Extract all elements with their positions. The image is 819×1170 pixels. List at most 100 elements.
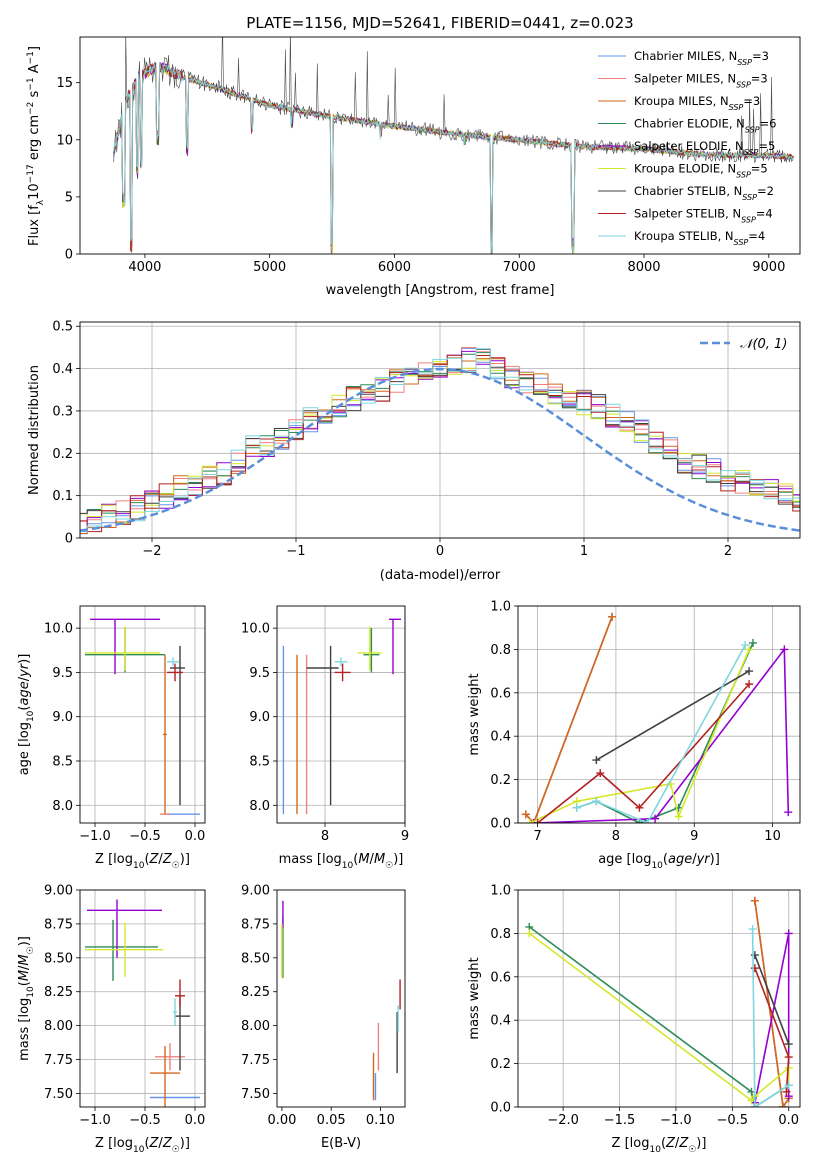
x-tick-label: −2.0 xyxy=(547,1113,579,1128)
weight-line xyxy=(525,616,613,823)
y-tick-label: 0.2 xyxy=(52,447,73,462)
weight-series-salpeter-stelib xyxy=(750,964,793,1096)
x-tick-label: 0.0 xyxy=(185,1113,206,1128)
y-tick-label: 9.0 xyxy=(52,710,73,725)
panel-weight-vs-age: 7 8 9 10 0.0 0.2 0.4 0.6 0.8 1.0 age [log10(age/yr… xyxy=(467,600,801,871)
x-tick-label: 2 xyxy=(724,544,732,559)
x-tick-label: 0.0 xyxy=(185,829,206,844)
y-tick-label: 8.25 xyxy=(241,985,270,1000)
weight-marker xyxy=(782,1087,791,1096)
panel-spectrum: 4000 5000 6000 7000 8000 9000 0 5 10 15 Chabrier M… xyxy=(26,36,801,298)
errorbar-kroupa-elodie xyxy=(85,922,163,977)
y-tick-label: 8.00 xyxy=(44,1019,73,1034)
x-tick-label: −0.5 xyxy=(129,1113,161,1128)
histogram-step-6 xyxy=(80,348,800,520)
x-axis-label: mass [log10(M/M☉)] xyxy=(279,852,404,871)
x-tick-label: −1.0 xyxy=(79,1113,111,1128)
weight-marker xyxy=(745,667,754,676)
y-axis-label: Normed distribution xyxy=(27,365,42,495)
y-tick-label: 7.75 xyxy=(44,1053,73,1068)
x-tick-label: −1.0 xyxy=(660,1113,692,1128)
weight-marker xyxy=(529,819,538,823)
x-tick-label: 9 xyxy=(690,829,698,844)
y-axis-label: mass weight xyxy=(467,673,482,755)
plot-area-age-vs-Z xyxy=(85,618,200,815)
weight-line xyxy=(537,683,750,823)
y-axis-label: mass weight xyxy=(467,957,482,1039)
x-axis-label: Z [log10(Z/Z☉)] xyxy=(612,1136,707,1155)
y-tick-label: 10.0 xyxy=(241,622,270,637)
weight-marker xyxy=(749,638,757,647)
x-tick-label: 0.0 xyxy=(778,1113,799,1128)
x-tick-label: 1 xyxy=(580,544,588,559)
y-tick-label: 0.2 xyxy=(490,1057,511,1072)
x-axis-label: Z [log10(Z/Z☉)] xyxy=(95,1136,190,1155)
x-tick-label: −0.5 xyxy=(129,829,161,844)
weight-marker xyxy=(533,819,542,823)
weight-marker xyxy=(745,645,754,654)
plot-area-weight-vs-Z xyxy=(525,896,793,1107)
x-tick-label: 0.00 xyxy=(267,1113,296,1128)
legend-label-3: Chabrier ELODIE, NSSP=6 xyxy=(634,117,776,135)
errorbar-kroupa-stelib xyxy=(173,998,177,1026)
weight-marker xyxy=(780,645,789,654)
x-tick-label: 8000 xyxy=(627,260,660,275)
errorbar-chabrier-elodie xyxy=(363,628,380,673)
plot-area-mass-vs-Z xyxy=(85,899,200,1107)
x-tick-label: 9000 xyxy=(752,260,785,275)
panel-age-vs-mass: 8 9 8.0 8.5 9.0 9.5 10.0 mass [log10(M/M☉)] xyxy=(241,605,409,871)
y-tick-label: 5 xyxy=(65,190,73,205)
errorbar-salpeter-elodie xyxy=(90,618,160,675)
panel-mass-vs-Z: −1.0 −0.5 0.0 7.50 7.75 8.00 8.25 8.50 8.75 9.00 Z… xyxy=(17,884,206,1155)
y-tick-label: 9.00 xyxy=(241,884,270,899)
y-tick-label: 10 xyxy=(56,133,73,148)
weight-marker xyxy=(521,810,530,819)
x-tick-label: 0.10 xyxy=(366,1113,395,1128)
weight-series-kroupa-stelib xyxy=(748,925,793,1107)
legend-label-5: Kroupa ELODIE, NSSP=5 xyxy=(634,162,768,180)
legend-spectrum: Chabrier MILES, NSSP=3 Salpeter MILES, NS… xyxy=(598,49,776,247)
x-tick-label: 9 xyxy=(401,829,409,844)
weight-marker xyxy=(779,1103,788,1107)
axes-frame xyxy=(79,36,801,255)
x-axis-label: age [log10(age/yr)] xyxy=(598,852,720,871)
errorbar-salpeter-stelib xyxy=(334,663,351,682)
plot-area-age-vs-mass xyxy=(282,618,401,815)
weight-marker xyxy=(596,769,605,778)
x-tick-label: 8 xyxy=(321,829,329,844)
y-tick-label: 8.25 xyxy=(44,985,73,1000)
x-axis-label: Z [log10(Z/Z☉)] xyxy=(95,852,190,871)
weight-series-salpeter-elodie xyxy=(529,645,793,823)
legend-label-4: Salpeter ELODIE, NSSP=5 xyxy=(634,139,775,157)
weight-marker xyxy=(748,925,757,934)
panel-weight-vs-Z: −2.0 −1.5 −1.0 −0.5 0.0 0.0 0.2 0.4 0.6 0.8 1.0 Z [… xyxy=(467,884,801,1155)
y-tick-label: 0.4 xyxy=(52,362,73,377)
weight-marker xyxy=(592,756,601,765)
weight-marker xyxy=(750,896,759,905)
y-tick-label: 0.4 xyxy=(490,1014,511,1029)
errorbar-salpeter-elodie xyxy=(87,899,162,958)
weight-marker xyxy=(750,964,759,973)
weight-marker xyxy=(572,803,581,812)
errorbar-kroupa-elodie xyxy=(357,626,382,671)
weight-marker xyxy=(784,1092,793,1101)
weight-line xyxy=(751,929,790,1107)
x-tick-label: 8 xyxy=(612,829,620,844)
axes-frame xyxy=(276,605,406,824)
weight-marker xyxy=(643,819,652,823)
y-tick-label: 8.50 xyxy=(241,951,270,966)
weight-marker xyxy=(784,1040,793,1049)
weight-series-kroupa-elodie xyxy=(525,645,754,823)
weight-marker xyxy=(651,814,660,823)
y-tick-label: 9.5 xyxy=(249,666,270,681)
x-tick-label: 5000 xyxy=(253,260,286,275)
weight-line xyxy=(533,647,790,823)
x-tick-label: −2 xyxy=(142,544,161,559)
weight-marker xyxy=(525,819,534,823)
x-axis-label: (data-model)/error xyxy=(380,568,501,583)
axes-frame xyxy=(517,605,801,824)
weight-marker xyxy=(784,1053,793,1062)
legend-label-1: Salpeter MILES, NSSP=3 xyxy=(634,72,768,90)
y-tick-label: 7.75 xyxy=(241,1053,270,1068)
axes-frame xyxy=(517,889,801,1108)
